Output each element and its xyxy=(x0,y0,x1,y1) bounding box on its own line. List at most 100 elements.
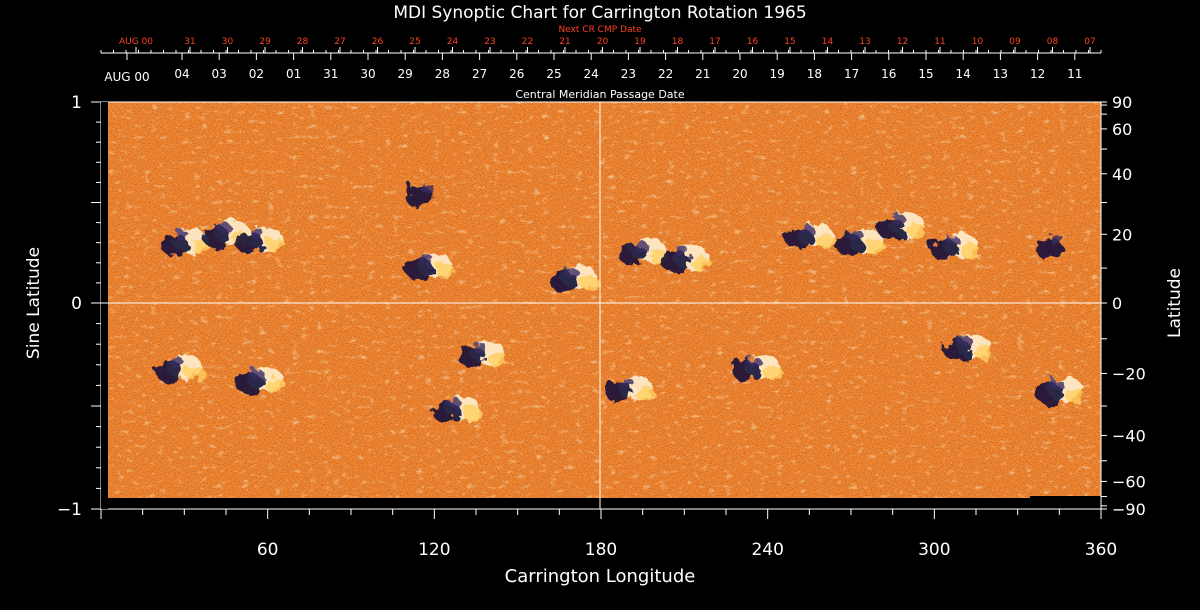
positive-flux xyxy=(690,255,711,270)
cmp-date: 29 xyxy=(398,67,413,81)
cmp-date: AUG 00 xyxy=(104,70,149,84)
negative-flux xyxy=(419,254,434,265)
active-region xyxy=(457,340,508,368)
cmp-date: 26 xyxy=(509,67,524,81)
next-cr-date: 27 xyxy=(334,37,345,47)
next-cr-date: 24 xyxy=(447,37,459,47)
active-regions xyxy=(154,182,1086,424)
active-region xyxy=(549,264,600,292)
negative-flux xyxy=(747,356,762,367)
cmp-date: 23 xyxy=(621,67,636,81)
active-region xyxy=(160,228,211,256)
cmp-date: 01 xyxy=(286,67,301,81)
y-left-tick-label: −1 xyxy=(57,500,82,520)
cmp-date: 12 xyxy=(1030,67,1045,81)
active-region xyxy=(660,244,711,272)
next-cr-date: 14 xyxy=(822,37,834,47)
y-right-tick-label: −20 xyxy=(1112,364,1146,383)
x-tick-label: 180 xyxy=(585,540,617,560)
active-region xyxy=(943,334,994,362)
next-cr-date: 26 xyxy=(372,37,384,47)
positive-flux xyxy=(973,345,994,360)
y-right-tick-label: 0 xyxy=(1112,294,1122,313)
next-cr-date: 30 xyxy=(222,37,234,47)
next-cr-date: 11 xyxy=(934,37,945,47)
cmp-date: 17 xyxy=(844,67,859,81)
cmp-date: 02 xyxy=(249,67,264,81)
negative-flux xyxy=(800,224,815,235)
negative-flux xyxy=(419,182,434,193)
next-cr-date: 29 xyxy=(259,37,271,47)
negative-flux xyxy=(250,369,265,380)
active-region xyxy=(235,367,286,395)
negative-flux xyxy=(175,230,190,241)
cmp-date: 21 xyxy=(695,67,710,81)
active-region xyxy=(877,212,927,240)
negative-flux xyxy=(250,228,265,239)
cmp-date: 31 xyxy=(323,67,338,81)
positive-flux xyxy=(265,237,286,252)
negative-flux xyxy=(675,246,690,257)
x-tick-label: 120 xyxy=(418,540,450,560)
y-right-tick-label: 20 xyxy=(1112,225,1132,244)
next-cr-date: 19 xyxy=(634,37,646,47)
cmp-date: 28 xyxy=(435,67,450,81)
positive-flux xyxy=(579,275,600,290)
next-cr-date: 07 xyxy=(1084,37,1095,47)
plot-area xyxy=(108,102,1101,504)
cmp-date: 22 xyxy=(658,67,673,81)
active-region xyxy=(154,354,205,382)
next-cr-date: 23 xyxy=(484,37,495,47)
data-gap-edge-right xyxy=(1030,496,1101,504)
y-left-axis: 1 0 −1 xyxy=(57,93,101,520)
cmp-date: 04 xyxy=(174,67,189,81)
cmp-date: 30 xyxy=(360,67,375,81)
y-right-tick-label: 40 xyxy=(1112,165,1132,184)
positive-flux xyxy=(434,263,455,278)
negative-flux xyxy=(564,266,579,277)
active-region xyxy=(235,226,286,254)
negative-flux xyxy=(217,222,231,233)
x-tick-label: 60 xyxy=(257,540,279,560)
next-cr-date: AUG 00 xyxy=(119,37,153,47)
next-cr-axis-label: Next CR CMP Date xyxy=(558,25,642,35)
next-cr-date: 08 xyxy=(1047,37,1059,47)
cmp-date: 20 xyxy=(732,67,747,81)
positive-flux xyxy=(907,223,927,238)
active-region xyxy=(618,238,669,266)
x-tick-label: 300 xyxy=(918,540,950,560)
next-cr-date: 09 xyxy=(1009,37,1021,47)
active-region xyxy=(1035,377,1086,405)
y-right-tick-label: 60 xyxy=(1112,120,1132,139)
negative-flux xyxy=(892,214,906,225)
next-cr-date: 16 xyxy=(747,37,759,47)
positive-flux xyxy=(865,239,886,254)
y-left-tick-label: 1 xyxy=(71,93,82,113)
active-region xyxy=(929,232,980,260)
y-left-axis-title: Sine Latitude xyxy=(24,247,44,359)
positive-flux xyxy=(487,351,508,366)
negative-flux xyxy=(958,336,973,347)
x-tick-label: 240 xyxy=(751,540,783,560)
next-cr-date: 10 xyxy=(972,37,984,47)
cmp-date: 16 xyxy=(881,67,896,81)
cmp-date: 19 xyxy=(770,67,785,81)
left-black-strip xyxy=(101,102,108,509)
positive-flux xyxy=(959,243,980,258)
x-tick-label: 360 xyxy=(1085,540,1117,560)
active-region xyxy=(404,252,455,280)
negative-flux xyxy=(169,356,184,367)
cmp-date: 14 xyxy=(956,67,971,81)
x-axis: 60 120 180 240 300 360 xyxy=(100,509,1117,560)
next-cr-date: 20 xyxy=(597,37,609,47)
active-region xyxy=(732,354,783,382)
next-cr-date: 15 xyxy=(784,37,795,47)
negative-flux xyxy=(633,240,648,251)
cmp-date: 13 xyxy=(993,67,1008,81)
positive-flux xyxy=(762,365,783,380)
active-region xyxy=(604,375,655,403)
next-cr-date: 22 xyxy=(522,37,533,47)
active-region xyxy=(835,228,886,256)
cmp-axis-label: Central Meridian Passage Date xyxy=(515,88,684,101)
